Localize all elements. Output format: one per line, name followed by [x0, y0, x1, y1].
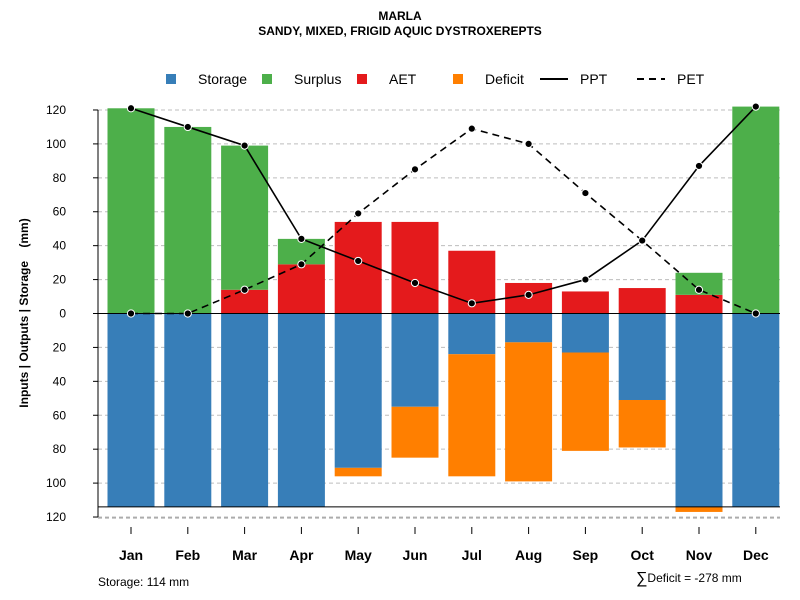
storage-annotation: Storage: 114 mm [98, 575, 190, 589]
y-tick-label: 20 [53, 273, 67, 287]
ppt-point [751, 102, 760, 111]
bar-storage [391, 313, 439, 407]
bar-aet [618, 288, 666, 314]
bar-storage [618, 313, 666, 400]
pet-point [410, 165, 420, 174]
y-tick-label: 120 [46, 103, 66, 117]
legend-label-surplus: Surplus [294, 71, 341, 87]
bar-storage [277, 313, 325, 507]
y-tick-label: 0 [59, 307, 66, 321]
bar-deficit [391, 406, 439, 458]
bar-surplus [221, 145, 269, 290]
bar-deficit [334, 467, 382, 477]
x-tick-label: Sep [573, 547, 599, 563]
ppt-point [183, 122, 192, 132]
legend-label-ppt: PPT [580, 71, 608, 87]
bar-aet [221, 289, 269, 314]
ppt-point [297, 234, 306, 243]
ppt-point [524, 290, 533, 299]
bar-deficit [618, 399, 666, 448]
ppt-line [130, 106, 757, 305]
chart-title: MARLA [378, 9, 422, 23]
bar-deficit [561, 352, 609, 451]
ppt-point [638, 236, 647, 245]
bar-storage [221, 313, 269, 507]
ppt-point [467, 299, 476, 308]
x-tick-label: Oct [631, 547, 655, 563]
legend-swatch-aet [357, 74, 367, 84]
y-tick-label: 60 [53, 205, 67, 219]
bar-surplus [277, 238, 325, 265]
pet-line [131, 127, 757, 315]
bar-aet [561, 291, 609, 314]
legend-label-pet: PET [677, 71, 705, 87]
deficit-annotation: ∑Deficit = -278 mm [636, 570, 742, 588]
x-tick-label: Jan [119, 547, 143, 563]
bar-surplus [675, 272, 723, 295]
ppt-point [126, 104, 136, 113]
y-tick-label: 100 [46, 137, 66, 151]
pet-point [354, 209, 363, 218]
legend-label-storage: Storage [198, 71, 247, 87]
sum-symbol: ∑ [636, 570, 648, 587]
y-tick-label: 60 [53, 408, 67, 422]
pet-point [694, 285, 704, 294]
deficit-annotation-text: Deficit = -278 mm [647, 571, 742, 585]
legend-swatch-storage [166, 74, 176, 84]
chart-subtitle: SANDY, MIXED, FRIGID AQUIC DYSTROXEREPTS [258, 24, 542, 38]
bar-deficit [505, 342, 553, 482]
y-tick-label: 120 [46, 510, 66, 524]
ppt-point [354, 256, 363, 266]
pet-point [297, 260, 306, 269]
bar-deficit [675, 506, 723, 512]
x-tick-label: Jun [403, 547, 428, 563]
pet-point [524, 139, 533, 148]
x-tick-label: Feb [175, 547, 200, 563]
legend-label-deficit: Deficit [485, 71, 524, 87]
x-tick-label: Aug [515, 547, 542, 563]
bar-surplus [164, 126, 212, 314]
bar-surplus [107, 108, 155, 314]
bar-storage [561, 313, 609, 353]
bar-storage [164, 313, 212, 507]
pet-point [581, 188, 590, 198]
bar-storage [675, 313, 723, 507]
pet-point [183, 309, 192, 318]
bar-surplus [732, 106, 780, 314]
ppt-point [581, 275, 590, 284]
legend-swatch-surplus [262, 74, 272, 84]
ppt-point [694, 161, 704, 171]
bar-deficit [448, 354, 496, 477]
pet-point [751, 309, 760, 318]
y-tick-label: 100 [46, 476, 66, 490]
x-tick-label: Apr [289, 547, 314, 563]
bar-storage [732, 313, 780, 507]
x-tick-label: May [345, 547, 372, 563]
bar-storage [505, 313, 553, 343]
y-tick-label: 20 [53, 340, 67, 354]
y-tick-label: 40 [53, 239, 67, 253]
bar-aet [391, 221, 439, 314]
pet-point [240, 285, 249, 294]
pet-point [126, 309, 136, 318]
bar-storage [448, 313, 496, 355]
ppt-point [240, 141, 249, 150]
x-tick-label: Mar [232, 547, 257, 563]
y-axis-label: Inputs | Outputs | Storage (mm) [17, 218, 31, 407]
x-tick-label: Jul [462, 547, 482, 563]
x-tick-label: Nov [686, 547, 713, 563]
y-tick-label: 80 [53, 442, 67, 456]
bar-aet [675, 294, 723, 314]
bar-aet [277, 264, 325, 314]
legend-swatch-deficit [453, 74, 463, 84]
y-tick-label: 40 [53, 374, 67, 388]
x-tick-label: Dec [743, 547, 769, 563]
ppt-point [410, 278, 420, 288]
pet-point [467, 124, 476, 133]
y-tick-label: 80 [53, 171, 67, 185]
bar-storage [334, 313, 382, 468]
bar-storage [107, 313, 155, 507]
legend-label-aet: AET [389, 71, 417, 87]
